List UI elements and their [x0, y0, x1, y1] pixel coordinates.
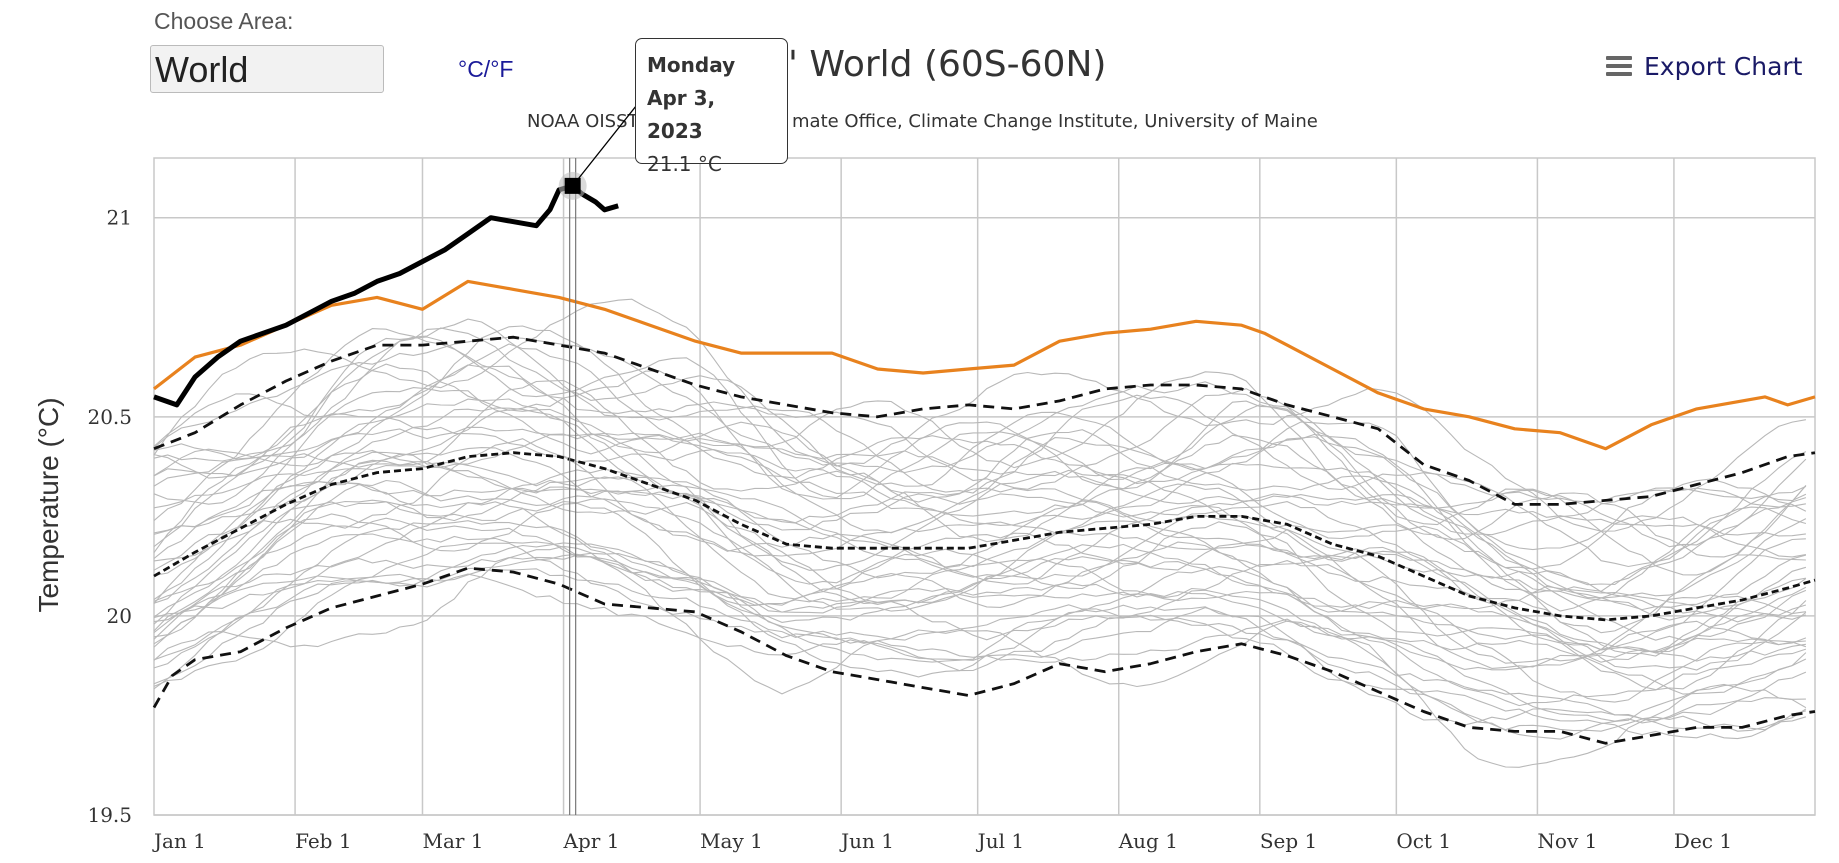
historical-years-lines: [153, 298, 1807, 768]
export-chart-button[interactable]: Export Chart: [1606, 48, 1802, 84]
history-year-line: [153, 545, 1807, 768]
history-year-line: [153, 542, 1807, 732]
history-year-line: [153, 468, 1806, 664]
chart-subtitle-left: NOAA OISST: [527, 111, 639, 132]
history-year-line: [153, 364, 1806, 570]
tooltip-day: Monday: [647, 53, 736, 77]
history-year-line: [153, 343, 1807, 586]
x-tick-label: Apr 1: [563, 829, 620, 853]
history-year-line: [153, 459, 1806, 663]
history-year-line: [153, 502, 1807, 703]
history-year-line: [153, 517, 1806, 662]
export-chart-label: Export Chart: [1644, 51, 1803, 81]
menu-icon: [1606, 56, 1632, 76]
history-year-line: [153, 336, 1807, 576]
choose-area-label: Choose Area:: [154, 8, 294, 34]
previous-year-line: [153, 279, 1816, 451]
history-year-line: [153, 426, 1806, 537]
lower-band-line: [152, 566, 1816, 745]
history-year-line: [153, 451, 1806, 648]
history-year-line: [153, 568, 1806, 732]
history-year-line: [153, 363, 1807, 558]
x-tick-label: Feb 1: [295, 829, 352, 853]
y-tick-label: 21: [107, 206, 132, 230]
x-tick-label: Dec 1: [1674, 829, 1732, 853]
history-year-line: [153, 542, 1807, 731]
history-year-line: [153, 298, 1806, 532]
history-year-line: [153, 438, 1807, 657]
history-year-line: [153, 573, 1807, 724]
x-tick-label: Jan 1: [152, 829, 206, 853]
y-tick-label: 20: [107, 604, 132, 628]
history-year-line: [153, 408, 1807, 623]
y-tick-label: 20.5: [87, 405, 132, 429]
x-tick-label: Jun 1: [839, 829, 894, 853]
tooltip-value: 21.1 °C: [647, 152, 722, 176]
y-tick-label: 19.5: [87, 803, 132, 827]
history-year-line: [153, 336, 1807, 503]
history-year-line: [153, 328, 1807, 536]
history-year-line: [153, 447, 1807, 621]
y-axis-label: Temperature (°C): [33, 397, 64, 612]
chart-subtitle-right: mate Office, Climate Change Institute, U…: [792, 111, 1318, 132]
history-year-line: [153, 398, 1807, 641]
area-select[interactable]: World: [150, 45, 384, 93]
hover-tooltip: Monday Apr 3, 2023 21.1 °C: [635, 38, 788, 176]
x-tick-label: Aug 1: [1118, 829, 1178, 853]
history-year-line: [153, 476, 1807, 691]
history-year-line: [153, 479, 1807, 669]
x-tick-label: May 1: [700, 829, 763, 853]
tooltip-connector: [572, 100, 641, 187]
upper-band-line: [153, 335, 1816, 506]
mean-line: [153, 451, 1816, 622]
tooltip-date: Apr 3, 2023: [647, 86, 716, 143]
x-tick-label: Mar 1: [422, 829, 483, 853]
history-year-line: [153, 407, 1807, 599]
plot-frame: [153, 157, 1816, 816]
history-year-line: [153, 552, 1807, 740]
chart-title: ' World (60S-60N): [788, 44, 1106, 85]
history-year-line: [153, 327, 1806, 551]
history-year-line: [153, 318, 1807, 568]
x-tick-label: Oct 1: [1396, 829, 1451, 853]
unit-toggle-button[interactable]: °C/°F: [458, 56, 514, 82]
x-tick-label: Nov 1: [1537, 829, 1597, 853]
history-year-line: [153, 501, 1807, 695]
x-tick-label: Sep 1: [1260, 829, 1317, 853]
history-year-line: [153, 387, 1807, 612]
history-year-line: [153, 379, 1806, 634]
x-tick-label: Jul 1: [976, 829, 1024, 853]
history-year-line: [153, 325, 1807, 548]
